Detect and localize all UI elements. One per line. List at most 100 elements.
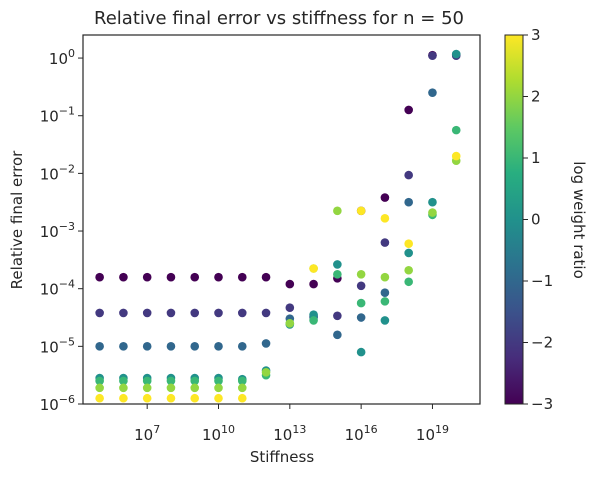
data-point (333, 269, 342, 279)
data-point (95, 308, 104, 318)
data-point (404, 248, 413, 258)
y-tick-label: 10−3 (40, 220, 75, 241)
data-point (237, 383, 247, 393)
data-point (237, 393, 247, 403)
data-point (142, 376, 152, 386)
data-point (356, 269, 366, 279)
data-point (309, 279, 318, 289)
y-tick-label: 10−1 (40, 105, 75, 126)
data-point (380, 238, 390, 247)
data-point (261, 367, 271, 377)
y-tick-label: 100 (49, 47, 75, 68)
data-point (285, 303, 295, 313)
data-point (214, 342, 223, 351)
data-point (451, 151, 461, 161)
data-point (404, 265, 413, 275)
data-point (237, 342, 247, 351)
colorbar-tick-label: −1 (531, 272, 553, 290)
data-point (214, 383, 223, 393)
data-point (309, 316, 318, 325)
data-point (119, 272, 128, 282)
data-point (356, 206, 366, 216)
x-axis-label: Stiffness (250, 448, 314, 466)
data-point (261, 272, 271, 282)
data-point (404, 239, 413, 249)
y-tick-label: 10−5 (40, 335, 75, 356)
data-point (428, 197, 437, 207)
data-point (142, 383, 152, 393)
data-point (190, 272, 200, 282)
x-tick-label: 1016 (345, 423, 378, 444)
x-tick-label: 1010 (202, 423, 235, 444)
colorbar-tick-label: 3 (531, 26, 541, 44)
data-point (142, 393, 152, 403)
data-point (214, 308, 223, 318)
data-point (380, 297, 390, 306)
data-point (119, 393, 128, 403)
data-point (95, 272, 104, 282)
data-point (190, 342, 200, 351)
data-point (404, 105, 413, 115)
data-point (380, 316, 390, 325)
data-point (119, 308, 128, 318)
data-point (380, 193, 390, 202)
y-tick-label: 10−2 (40, 162, 75, 183)
data-point (333, 260, 342, 269)
data-point (237, 376, 247, 386)
data-point (119, 383, 128, 393)
data-point (166, 272, 176, 282)
colorbar-tick-label: −3 (531, 395, 553, 413)
colorbar-tick-label: 1 (531, 149, 541, 167)
y-tick-label: 10−4 (40, 278, 75, 299)
data-point (428, 208, 437, 217)
colorbar-ticks: −3 −2 −1 0 1 2 3 (523, 26, 553, 413)
data-point (380, 272, 390, 282)
data-point (309, 264, 318, 273)
data-point (285, 279, 295, 289)
colorbar (504, 34, 524, 405)
data-point (95, 342, 104, 351)
data-point (356, 347, 366, 357)
data-point (190, 383, 200, 393)
data-point (142, 342, 152, 351)
data-point (333, 311, 342, 321)
data-point (380, 288, 390, 298)
x-axis-ticks: 107 1010 1013 1016 1019 (134, 404, 449, 444)
data-point (95, 376, 104, 386)
data-point (214, 272, 223, 282)
data-point (237, 272, 247, 282)
data-point (166, 383, 176, 393)
data-point (428, 51, 437, 61)
data-point (190, 308, 200, 318)
data-point (214, 376, 223, 386)
data-point (166, 376, 176, 386)
data-point (404, 170, 413, 180)
data-point (142, 272, 152, 282)
data-point (166, 342, 176, 351)
data-point (190, 393, 200, 403)
data-point (451, 125, 461, 135)
data-point (95, 393, 104, 403)
colorbar-tick-label: −2 (531, 334, 553, 352)
y-axis-ticks: 10−6 10−5 10−4 10−3 10−2 10−1 100 (40, 47, 83, 414)
chart-title: Relative final error vs stiffness for n … (94, 8, 464, 29)
colorbar-tick-label: 0 (531, 211, 541, 229)
data-point (119, 376, 128, 386)
data-point (285, 318, 295, 328)
plot-frame (82, 34, 481, 405)
data-point (356, 313, 366, 322)
data-point (404, 197, 413, 207)
data-point (95, 383, 104, 393)
data-point (356, 281, 366, 291)
data-point (428, 88, 437, 97)
colorbar-label: log weight ratio (570, 161, 588, 279)
x-tick-label: 1019 (416, 423, 449, 444)
data-point (333, 330, 342, 340)
points-layer (95, 49, 461, 403)
x-tick-label: 107 (134, 423, 160, 444)
data-point (333, 206, 342, 216)
data-point (451, 49, 461, 59)
x-tick-label: 1013 (273, 423, 306, 444)
data-point (214, 393, 223, 403)
